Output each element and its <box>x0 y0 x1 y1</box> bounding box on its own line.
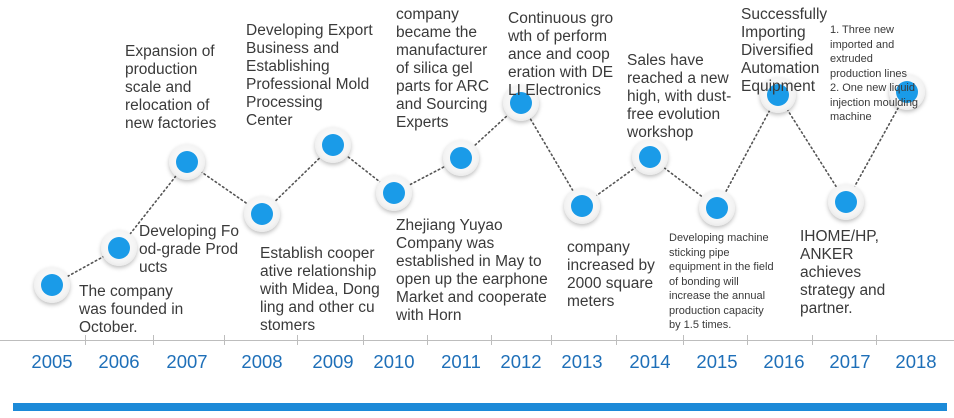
milestone-text-2005: The company was founded in October. <box>79 283 184 336</box>
timeline-node-2017 <box>828 184 864 220</box>
year-label-2010: 2010 <box>373 351 415 372</box>
milestone-text-2010: Zhejiang Yuyao Company was established i… <box>396 217 548 324</box>
year-label-2013: 2013 <box>561 351 603 372</box>
year-label-2009: 2009 <box>312 351 354 372</box>
dotted-connector-line <box>51 91 908 286</box>
timeline-node-2005 <box>34 267 70 303</box>
year-label-2018: 2018 <box>895 351 937 372</box>
timeline-axis <box>0 340 954 341</box>
timeline-node-2018 <box>889 74 925 110</box>
timeline-node-2014 <box>632 139 668 175</box>
axis-tick <box>153 335 154 345</box>
timeline-node-2013 <box>564 188 600 224</box>
timeline-node-2012 <box>503 85 539 121</box>
timeline-node-2006 <box>101 230 137 266</box>
axis-tick <box>876 335 877 345</box>
milestone-text-2011: company became the manufacturer of silic… <box>396 6 490 131</box>
axis-tick <box>551 335 552 345</box>
axis-tick <box>297 335 298 345</box>
year-label-2008: 2008 <box>241 351 283 372</box>
axis-tick <box>747 335 748 345</box>
timeline-node-2016 <box>760 77 796 113</box>
milestone-text-2015: Developing machine sticking pipe equipme… <box>669 232 774 331</box>
timeline-node-2010 <box>376 175 412 211</box>
milestone-text-2007: Expansion of production scale and reloca… <box>125 43 217 132</box>
timeline-node-2011 <box>443 140 479 176</box>
axis-tick <box>683 335 684 345</box>
milestone-text-2014: Sales have reached a new high, with dust… <box>627 52 732 141</box>
milestone-text-2016: Successfully Importing Diversified Autom… <box>741 6 828 95</box>
year-label-2014: 2014 <box>629 351 671 372</box>
axis-tick <box>85 335 86 345</box>
timeline-node-2008 <box>244 196 280 232</box>
year-label-2016: 2016 <box>763 351 805 372</box>
milestone-text-2009: Developing Export Business and Establish… <box>246 22 373 129</box>
axis-tick <box>616 335 617 345</box>
axis-tick <box>491 335 492 345</box>
milestone-text-2012: Continuous gro wth of perform ance and c… <box>508 10 614 99</box>
milestone-text-2013: company increased by 2000 square meters <box>567 239 655 310</box>
timeline-node-2007 <box>169 144 205 180</box>
milestone-text-2017: IHOME/HP, ANKER achieves strategy and pa… <box>800 228 886 317</box>
bottom-accent-bar <box>13 403 947 411</box>
milestone-text-2006: Developing Fo od-grade Prod ucts <box>139 223 239 276</box>
timeline-node-2015 <box>699 190 735 226</box>
year-label-2011: 2011 <box>441 351 481 372</box>
year-label-2017: 2017 <box>829 351 871 372</box>
axis-tick <box>427 335 428 345</box>
milestone-text-2018: 1. Three new imported and extruded produ… <box>830 24 919 123</box>
axis-tick <box>363 335 364 345</box>
milestone-text-2008: Establish cooper ative relationship with… <box>260 245 380 334</box>
year-label-2006: 2006 <box>98 351 140 372</box>
timeline-node-2009 <box>315 127 351 163</box>
year-label-2015: 2015 <box>696 351 738 372</box>
year-label-2007: 2007 <box>166 351 208 372</box>
axis-tick <box>812 335 813 345</box>
year-label-2012: 2012 <box>500 351 542 372</box>
year-label-2005: 2005 <box>31 351 73 372</box>
axis-tick <box>224 335 225 345</box>
